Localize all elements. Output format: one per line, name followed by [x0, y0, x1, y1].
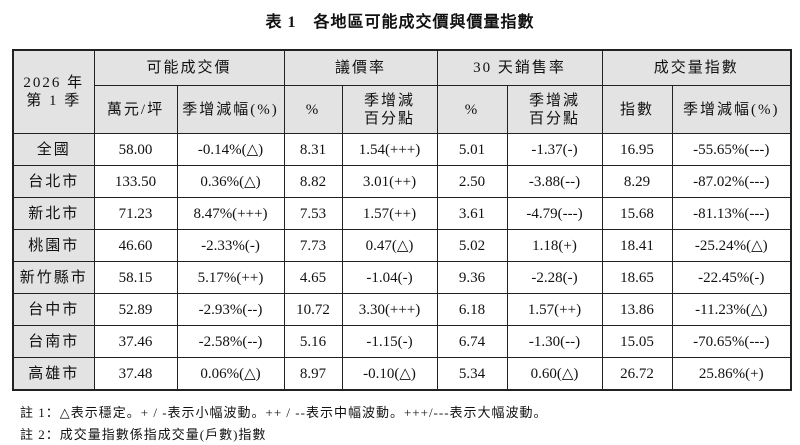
value-cell: -70.65%(---)	[671, 325, 792, 358]
table-row: 新竹縣市 58.15 5.17%(++) 4.65 -1.04(-) 9.36 -2.28(…	[12, 261, 792, 294]
table-row: 台南市 37.46 -2.58%(--) 5.16 -1.15(-) 6.74 -1.30(…	[12, 325, 792, 358]
sub-header: %	[283, 85, 343, 134]
value-cell: -1.37(-)	[506, 133, 603, 166]
value-cell: -2.33%(-)	[176, 229, 285, 262]
value-cell: -1.04(-)	[341, 261, 438, 294]
value-cell: -1.15(-)	[341, 325, 438, 358]
table-row: 新北市 71.23 8.47%(+++) 7.53 1.57(++) 3.61 -4.79(…	[12, 197, 792, 230]
value-cell: 0.47(△)	[341, 229, 438, 262]
group-header: 成交量指數	[601, 49, 792, 86]
value-cell: 8.97	[283, 357, 343, 391]
sub-header: 季增減幅(%)	[671, 85, 792, 134]
value-cell: 15.05	[601, 325, 673, 358]
value-cell: 25.86%(+)	[671, 357, 792, 391]
region-cell: 新北市	[12, 197, 95, 230]
sub-header: 指數	[601, 85, 673, 134]
value-cell: 6.18	[436, 293, 508, 326]
region-cell: 全國	[12, 133, 95, 166]
value-cell: -22.45%(-)	[671, 261, 792, 294]
value-cell: 5.34	[436, 357, 508, 391]
note-2: 註 2：成交量指數係指成交量(戶數)指數	[20, 427, 267, 442]
sub-header: %	[436, 85, 508, 134]
region-cell: 高雄市	[12, 357, 95, 391]
value-cell: 9.36	[436, 261, 508, 294]
value-cell: -3.88(--)	[506, 165, 603, 198]
group-header: 可能成交價	[93, 49, 285, 86]
value-cell: -81.13%(---)	[671, 197, 792, 230]
group-header: 30 天銷售率	[436, 49, 603, 86]
table-title: 表 1 各地區可能成交價與價量指數	[265, 14, 535, 31]
group-header: 議價率	[283, 49, 438, 86]
value-cell: 1.57(++)	[341, 197, 438, 230]
value-cell: -87.02%(---)	[671, 165, 792, 198]
region-cell: 台北市	[12, 165, 95, 198]
value-cell: 15.68	[601, 197, 673, 230]
value-cell: 13.86	[601, 293, 673, 326]
note-1: 註 1：△表示穩定。+ / -表示小幅波動。++ / --表示中幅波動。+++/…	[20, 405, 548, 420]
table-row: 全國 58.00 -0.14%(△) 8.31 1.54(+++) 5.01 -1.37(-…	[12, 133, 792, 166]
value-cell: -2.93%(--)	[176, 293, 285, 326]
value-cell: 8.31	[283, 133, 343, 166]
value-cell: 1.57(++)	[506, 293, 603, 326]
value-cell: 1.18(+)	[506, 229, 603, 262]
sub-header: 季增減幅(%)	[176, 85, 285, 134]
value-cell: 0.36%(△)	[176, 165, 285, 198]
value-cell: 7.73	[283, 229, 343, 262]
value-cell: -4.79(---)	[506, 197, 603, 230]
value-cell: 71.23	[93, 197, 178, 230]
value-cell: -25.24%(△)	[671, 229, 792, 262]
sub-header: 季增減 百分點	[506, 85, 603, 134]
value-cell: 52.89	[93, 293, 178, 326]
value-cell: 5.16	[283, 325, 343, 358]
value-cell: -11.23%(△)	[671, 293, 792, 326]
sub-header: 季增減 百分點	[341, 85, 438, 134]
value-cell: 5.01	[436, 133, 508, 166]
value-cell: 58.15	[93, 261, 178, 294]
value-cell: 3.61	[436, 197, 508, 230]
value-cell: 133.50	[93, 165, 178, 198]
value-cell: 0.60(△)	[506, 357, 603, 391]
period-header: 2026 年第 1 季	[12, 49, 95, 134]
value-cell: 8.47%(+++)	[176, 197, 285, 230]
region-cell: 桃園市	[12, 229, 95, 262]
value-cell: 26.72	[601, 357, 673, 391]
value-cell: -1.30(--)	[506, 325, 603, 358]
value-cell: 5.17%(++)	[176, 261, 285, 294]
value-cell: -0.14%(△)	[176, 133, 285, 166]
value-cell: 37.48	[93, 357, 178, 391]
value-cell: 8.82	[283, 165, 343, 198]
value-cell: 6.74	[436, 325, 508, 358]
table-row: 高雄市 37.48 0.06%(△) 8.97 -0.10(△) 5.34 0.60(△) 2…	[12, 357, 792, 391]
value-cell: -55.65%(---)	[671, 133, 792, 166]
price-volume-table: 2026 年第 1 季 可能成交價 議價率 30 天銷售率 成交量指數 萬元/坪…	[12, 49, 792, 391]
value-cell: 18.41	[601, 229, 673, 262]
table-row: 台北市 133.50 0.36%(△) 8.82 3.01(++) 2.50 -3.88(-…	[12, 165, 792, 198]
value-cell: 16.95	[601, 133, 673, 166]
table-row: 台中市 52.89 -2.93%(--) 10.72 3.30(+++) 6.18 1.57…	[12, 293, 792, 326]
value-cell: 46.60	[93, 229, 178, 262]
value-cell: 7.53	[283, 197, 343, 230]
region-cell: 台南市	[12, 325, 95, 358]
value-cell: -2.58%(--)	[176, 325, 285, 358]
value-cell: 0.06%(△)	[176, 357, 285, 391]
value-cell: 8.29	[601, 165, 673, 198]
region-cell: 新竹縣市	[12, 261, 95, 294]
value-cell: -2.28(-)	[506, 261, 603, 294]
value-cell: 3.30(+++)	[341, 293, 438, 326]
value-cell: 5.02	[436, 229, 508, 262]
value-cell: 58.00	[93, 133, 178, 166]
sub-header: 萬元/坪	[93, 85, 178, 134]
value-cell: -0.10(△)	[341, 357, 438, 391]
value-cell: 3.01(++)	[341, 165, 438, 198]
value-cell: 4.65	[283, 261, 343, 294]
value-cell: 1.54(+++)	[341, 133, 438, 166]
region-cell: 台中市	[12, 293, 95, 326]
value-cell: 10.72	[283, 293, 343, 326]
value-cell: 37.46	[93, 325, 178, 358]
value-cell: 18.65	[601, 261, 673, 294]
value-cell: 2.50	[436, 165, 508, 198]
table-row: 桃園市 46.60 -2.33%(-) 7.73 0.47(△) 5.02 1.18(+) 1…	[12, 229, 792, 262]
